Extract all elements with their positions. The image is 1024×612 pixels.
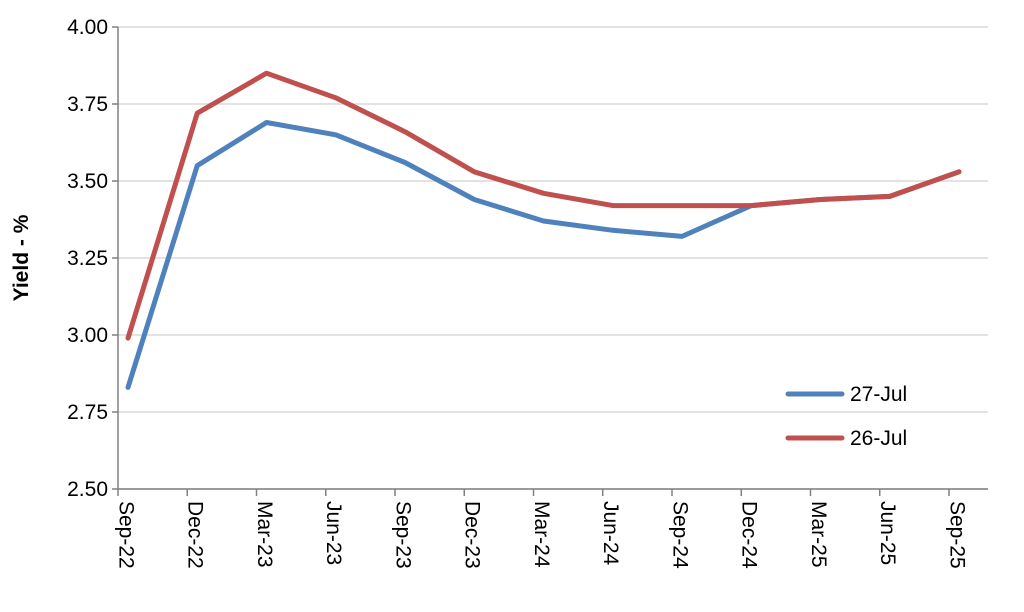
x-tick-label: Dec-23 xyxy=(461,501,484,569)
x-tick-label: Jun-24 xyxy=(599,501,622,566)
x-tick-label: Mar-25 xyxy=(807,501,830,568)
gridlines xyxy=(118,26,988,490)
legend: 27-Jul 26-Jul xyxy=(785,383,907,450)
x-tick-label: Sep-23 xyxy=(391,501,414,569)
y-tick-label: 2.75 xyxy=(67,401,108,424)
x-tick-label: Mar-24 xyxy=(530,501,553,568)
y-tick-label: 2.50 xyxy=(67,478,108,501)
y-tick-label: 4.00 xyxy=(67,16,108,39)
legend-label: 27-Jul xyxy=(850,383,907,406)
x-tick-label: Sep-22 xyxy=(114,501,137,569)
y-tick-label: 3.25 xyxy=(67,247,108,270)
series-line-27-jul xyxy=(125,120,962,390)
y-tick-label: 3.00 xyxy=(67,324,108,347)
y-tick-label: 3.50 xyxy=(67,170,108,193)
x-tick-label: Jun-23 xyxy=(322,501,345,565)
x-tick-label: Dec-24 xyxy=(738,501,761,569)
x-tick-label: Sep-25 xyxy=(945,501,968,569)
series-line-26-jul xyxy=(125,70,962,341)
x-tick-label: Sep-24 xyxy=(668,501,691,569)
x-tick-label: Mar-23 xyxy=(253,501,276,568)
x-tick-label: Jun-25 xyxy=(876,501,899,565)
y-tick-label: 3.75 xyxy=(67,93,108,116)
x-tick-labels: Sep-22 Dec-22 Mar-23 Jun-23 Sep-23 Dec-23 Mar-… xyxy=(114,501,968,569)
axes xyxy=(112,26,988,496)
y-axis-title: Yield - % xyxy=(10,214,33,301)
y-tick-labels: 2.50 2.75 3.00 3.25 3.50 3.75 4.00 xyxy=(67,16,108,501)
series-lines xyxy=(125,70,962,390)
x-tick-label: Dec-22 xyxy=(184,501,207,569)
legend-label: 26-Jul xyxy=(850,427,907,450)
